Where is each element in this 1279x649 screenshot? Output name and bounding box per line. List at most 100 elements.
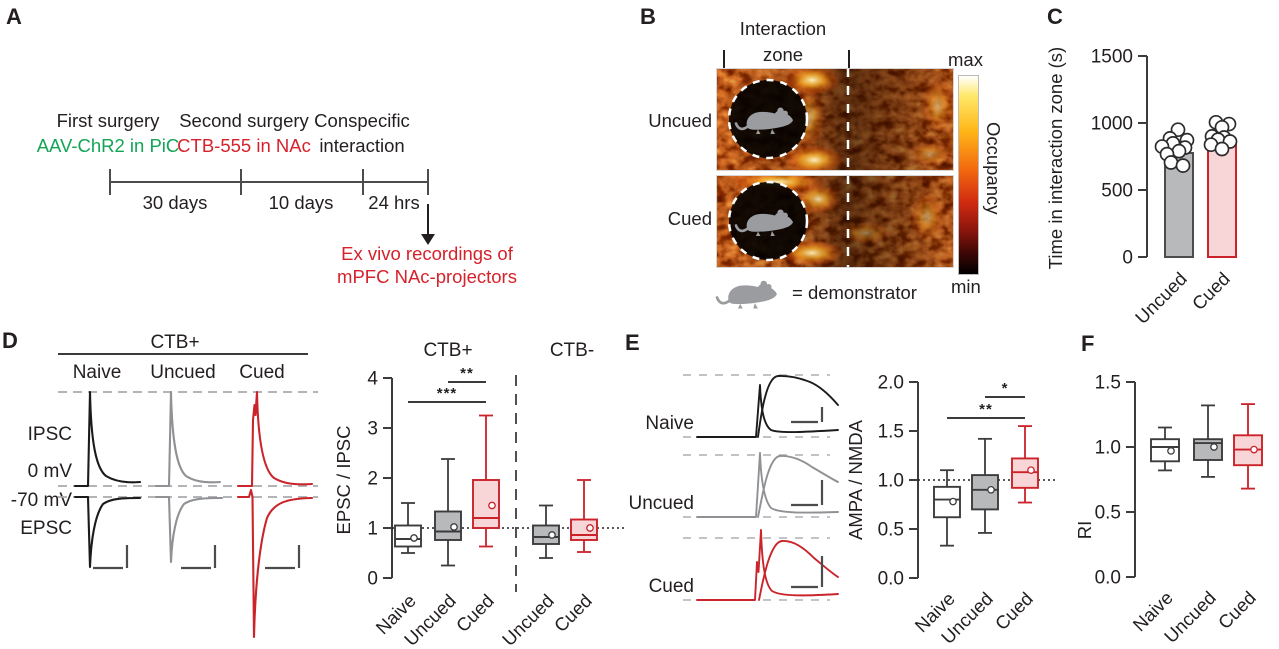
- x-category-label: Cued: [991, 588, 1037, 634]
- panel-c-label: C: [1047, 4, 1063, 29]
- zone-bracket-left: [723, 50, 725, 70]
- ipsc-trace-cued: [236, 390, 314, 488]
- epsc-trace-cued: [236, 488, 314, 639]
- hotspot: [784, 68, 840, 95]
- zone-label-line2: zone: [762, 44, 804, 65]
- ampa-trace-uncued: [696, 452, 839, 518]
- event-title: Second surgery: [179, 110, 309, 131]
- event-title: Conspecific: [314, 110, 410, 131]
- event-subtitle: AAV-ChR2 in PiC: [36, 135, 180, 156]
- ampa-trace-naive: [696, 384, 839, 438]
- y-tick-label: 0: [367, 569, 378, 590]
- occupancy-colorbar: [958, 75, 979, 275]
- ipsc-trace-naive: [73, 390, 142, 488]
- hotspot: [784, 145, 844, 171]
- y-tick-label: 500: [1101, 181, 1133, 202]
- ctb-plus-header: CTB+: [150, 332, 199, 353]
- duration-30-days: 30 days: [142, 192, 208, 213]
- heatmap-uncued: [716, 68, 954, 171]
- row-label-uncued: Uncued: [629, 493, 695, 514]
- legend-mouse: [715, 279, 779, 310]
- box-iqr: [1011, 457, 1039, 489]
- hotspot: [841, 221, 891, 245]
- group-label: CTB-: [550, 340, 594, 361]
- ipsc-trace-uncued: [154, 390, 222, 488]
- down-arrow-shaft: [427, 204, 429, 236]
- box-cued-2: [1011, 425, 1039, 504]
- bar-cued: [1207, 141, 1237, 258]
- epsc-trace-uncued: [154, 495, 224, 564]
- y-tick-label: 0.0: [1095, 568, 1121, 589]
- y-tick-label: 1.5: [878, 422, 904, 443]
- demonstrator-mouse-icon: [715, 279, 779, 310]
- mean-marker: [1027, 466, 1035, 475]
- down-arrow-icon: [421, 234, 435, 245]
- zero-mv-label: 0 mV: [28, 461, 73, 482]
- box-cued-2: [1233, 403, 1263, 490]
- significance-stars: **: [979, 401, 993, 418]
- panel-b-label: B: [640, 4, 656, 29]
- y-axis-title: Time in interaction zone (s): [1045, 47, 1066, 269]
- hotspot: [796, 184, 840, 214]
- y-tick-label: 0.5: [1095, 503, 1121, 524]
- x-category-label: Cued: [1188, 268, 1234, 314]
- hotspot: [910, 193, 944, 241]
- epsc-label: EPSC: [20, 518, 72, 539]
- panel-f-label: F: [1081, 331, 1095, 356]
- significance-stars: ***: [437, 385, 458, 402]
- y-tick-label: 1.0: [1095, 438, 1121, 459]
- scale-bars: [791, 407, 824, 589]
- nmda-trace-uncued: [757, 455, 839, 518]
- minus70-mv-label: -70 mV: [11, 490, 73, 511]
- ampa-trace-cued: [696, 529, 839, 601]
- colorbar-axis-label: Occupancy: [983, 122, 1004, 215]
- y-tick-label: 1.5: [1095, 373, 1121, 394]
- timeline-tick: [240, 169, 242, 195]
- y-tick-label: 1500: [1091, 47, 1133, 68]
- col-label-cued: Cued: [239, 362, 284, 383]
- group-label: CTB+: [423, 340, 472, 361]
- interaction-zone-circle: [727, 180, 809, 262]
- box-iqr: [532, 524, 560, 545]
- mean-marker: [548, 531, 556, 539]
- colorbar-max-label: max: [948, 49, 983, 70]
- event-title: First surgery: [56, 110, 160, 131]
- y-tick-label: 1000: [1091, 114, 1133, 135]
- timeline-tick: [427, 169, 429, 195]
- ipsc-label: IPSC: [28, 424, 72, 445]
- mean-marker: [1250, 445, 1258, 454]
- interaction-zone-circle: [727, 78, 809, 160]
- y-tick-label: 1.0: [878, 471, 904, 492]
- box-naive-0: [394, 502, 422, 554]
- heatmap-cued: [716, 175, 954, 268]
- y-tick-label: 0.5: [878, 520, 904, 541]
- zone-bracket-right: [848, 50, 850, 70]
- data-point: [1171, 143, 1187, 159]
- significance-stars: *: [1002, 380, 1009, 397]
- mean-marker: [1210, 443, 1218, 451]
- box-naive-0: [1150, 426, 1180, 472]
- panel-e-label: E: [625, 330, 640, 355]
- panel-a: A First surgery AAV-ChR2 in PiC Second s…: [0, 0, 630, 320]
- heatmap-border: [716, 68, 954, 171]
- nmda-trace-naive: [757, 375, 839, 438]
- duration-10-days: 10 days: [268, 192, 334, 213]
- box-naive-0: [933, 469, 961, 547]
- hotspot: [922, 80, 954, 132]
- row-label-cued: Cued: [667, 208, 712, 229]
- event-subtitle: CTB-555 in NAc: [177, 135, 311, 156]
- x-category-label: Cued: [1214, 587, 1260, 633]
- box-iqr: [971, 474, 999, 511]
- outcome-line-1: Ex vivo recordings of: [341, 243, 513, 264]
- panel-d-label: D: [2, 328, 18, 353]
- x-category-label: Cued: [452, 590, 498, 636]
- mean-marker: [949, 497, 957, 506]
- box-uncued-1: [971, 437, 999, 534]
- data-point: [1175, 158, 1191, 173]
- panel-b: B Interaction zone Uncued Cued: [630, 0, 1040, 320]
- mean-marker: [450, 523, 458, 531]
- box-iqr: [1150, 438, 1180, 463]
- mean-marker: [987, 485, 995, 494]
- mean-marker: [586, 524, 594, 532]
